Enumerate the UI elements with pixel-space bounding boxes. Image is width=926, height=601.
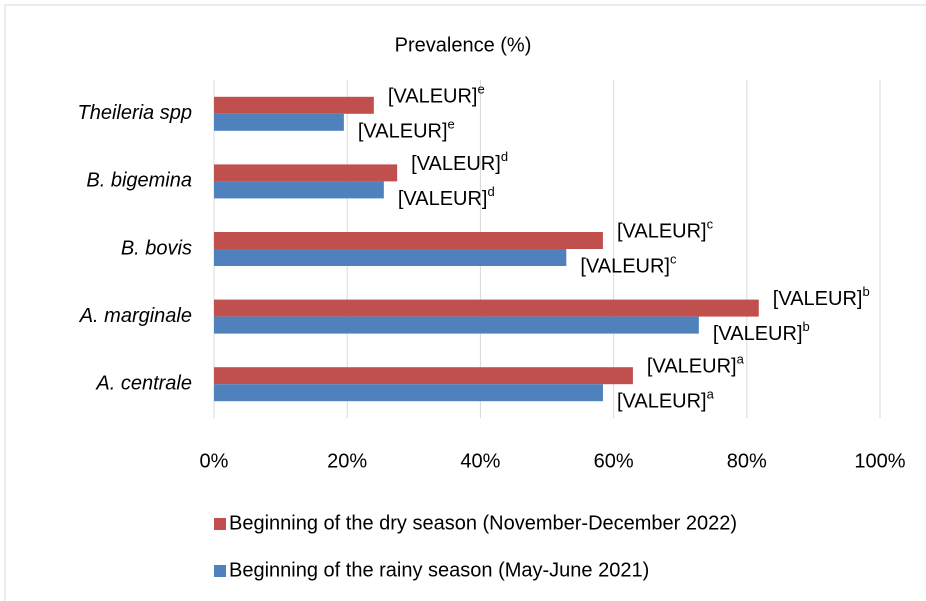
bar (214, 367, 633, 385)
x-tick-label: 100% (854, 450, 905, 472)
y-tick-label: A. marginale (79, 305, 192, 327)
data-label: [VALEUR]d (398, 184, 495, 210)
x-tick-label: 80% (727, 450, 767, 472)
data-label: [VALEUR]e (388, 81, 485, 107)
data-label: [VALEUR]c (580, 251, 677, 277)
data-label-letter: c (670, 251, 677, 266)
x-tick-label: 0% (200, 450, 229, 472)
data-label-text: [VALEUR] (617, 221, 707, 243)
data-label: [VALEUR]b (773, 284, 870, 310)
bar (214, 96, 374, 114)
data-label-letter: b (862, 284, 869, 299)
data-label-letter: d (488, 184, 495, 199)
chart-title: Prevalence (%) (395, 34, 532, 56)
legend-label: Beginning of the dry season (November-De… (229, 512, 737, 534)
data-label-letter: e (478, 81, 485, 96)
y-tick-label: A. centrale (95, 372, 192, 394)
x-tick-label: 40% (460, 450, 500, 472)
data-label: [VALEUR]c (617, 216, 714, 242)
legend-label: Beginning of the rainy season (May-June … (229, 559, 649, 581)
data-label-text: [VALEUR] (617, 391, 707, 413)
data-label: [VALEUR]a (617, 387, 715, 413)
data-label: [VALEUR]b (713, 319, 810, 345)
data-label-text: [VALEUR] (358, 121, 448, 143)
data-label-letter: b (803, 319, 810, 334)
data-label: [VALEUR]e (358, 116, 455, 142)
data-label: [VALEUR]d (411, 149, 508, 175)
y-tick-label: B. bigemina (86, 170, 192, 192)
data-label-letter: a (737, 352, 745, 367)
chart-border (4, 4, 926, 601)
data-label-text: [VALEUR] (773, 288, 863, 310)
bar (214, 113, 344, 131)
y-tick-label: Theileria spp (77, 102, 192, 124)
data-label: [VALEUR]a (647, 352, 745, 378)
x-tick-label: 60% (594, 450, 634, 472)
data-label-text: [VALEUR] (398, 188, 488, 210)
bar (214, 316, 699, 334)
bar (214, 232, 603, 249)
data-label-text: [VALEUR] (647, 356, 737, 378)
x-tick-label: 20% (327, 450, 367, 472)
data-label-letter: d (501, 149, 508, 164)
y-tick-label: B. bovis (121, 237, 192, 259)
data-label-letter: e (448, 116, 455, 131)
bar (214, 164, 398, 182)
bar (214, 181, 384, 199)
bar (214, 299, 759, 317)
data-label-letter: c (707, 216, 714, 231)
bar (214, 249, 567, 266)
legend-swatch (214, 518, 226, 530)
data-label-text: [VALEUR] (411, 153, 501, 175)
legend-swatch (214, 565, 226, 577)
data-label-text: [VALEUR] (713, 323, 803, 345)
bar (214, 384, 603, 402)
data-label-letter: a (707, 387, 715, 402)
data-label-text: [VALEUR] (388, 86, 478, 108)
data-label-text: [VALEUR] (580, 256, 670, 278)
